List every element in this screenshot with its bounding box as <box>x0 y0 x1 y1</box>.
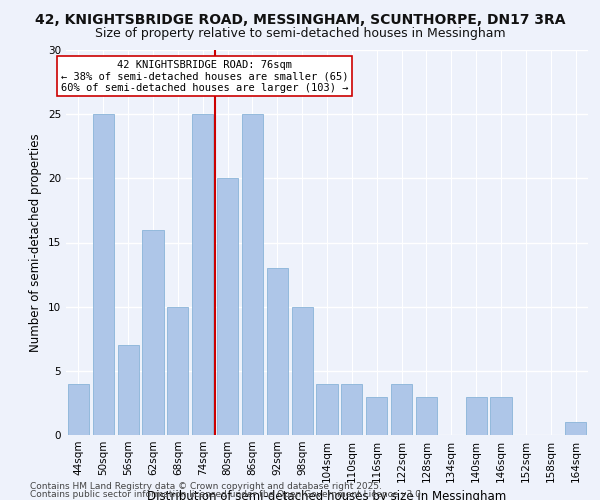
Bar <box>490 396 512 435</box>
Text: 42, KNIGHTSBRIDGE ROAD, MESSINGHAM, SCUNTHORPE, DN17 3RA: 42, KNIGHTSBRIDGE ROAD, MESSINGHAM, SCUN… <box>35 12 565 26</box>
Bar <box>68 384 89 435</box>
Bar <box>316 384 338 435</box>
Bar <box>416 396 437 435</box>
Text: Contains public sector information licensed under the Open Government Licence v3: Contains public sector information licen… <box>30 490 424 499</box>
Bar <box>242 114 263 435</box>
Bar <box>565 422 586 435</box>
Bar <box>466 396 487 435</box>
Bar <box>217 178 238 435</box>
X-axis label: Distribution of semi-detached houses by size in Messingham: Distribution of semi-detached houses by … <box>148 490 506 500</box>
Bar <box>267 268 288 435</box>
Bar <box>93 114 114 435</box>
Bar <box>292 306 313 435</box>
Text: Size of property relative to semi-detached houses in Messingham: Size of property relative to semi-detach… <box>95 28 505 40</box>
Bar <box>118 345 139 435</box>
Y-axis label: Number of semi-detached properties: Number of semi-detached properties <box>29 133 43 352</box>
Bar <box>366 396 387 435</box>
Bar <box>192 114 213 435</box>
Text: Contains HM Land Registry data © Crown copyright and database right 2025.: Contains HM Land Registry data © Crown c… <box>30 482 382 491</box>
Bar <box>167 306 188 435</box>
Bar <box>341 384 362 435</box>
Text: 42 KNIGHTSBRIDGE ROAD: 76sqm
← 38% of semi-detached houses are smaller (65)
60% : 42 KNIGHTSBRIDGE ROAD: 76sqm ← 38% of se… <box>61 60 348 93</box>
Bar <box>391 384 412 435</box>
Bar <box>142 230 164 435</box>
